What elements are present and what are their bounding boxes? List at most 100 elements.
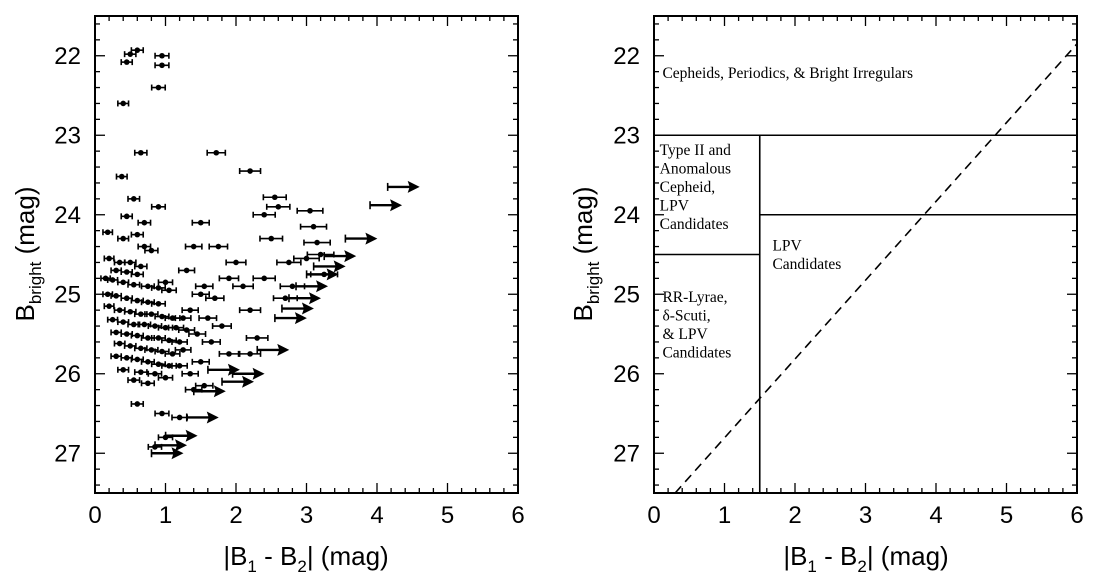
data-point [148, 347, 155, 353]
data-point [113, 329, 119, 336]
data-point [116, 307, 123, 313]
data-point [169, 351, 176, 357]
lower-limit-arrowhead [308, 292, 321, 305]
region-label-line: Candidates [662, 345, 731, 362]
region-label-line: Candidates [660, 216, 729, 233]
data-point [219, 323, 225, 329]
data-point [194, 331, 201, 337]
data-point [104, 229, 111, 236]
lower-limit-arrowhead [333, 260, 346, 273]
data-point [201, 382, 208, 389]
data-point [123, 331, 130, 337]
data-point [176, 339, 183, 345]
left-x-axis-label: |B1 - B2| (mag) [223, 541, 388, 576]
data-point [314, 239, 320, 246]
data-point [187, 307, 193, 313]
data-point [282, 295, 289, 302]
left-y-tick-label: 22 [54, 43, 81, 70]
data-point [226, 275, 232, 282]
data-point [141, 321, 148, 328]
data-point [307, 207, 313, 214]
data-point [141, 243, 148, 250]
lower-limit-arrowhead [252, 367, 265, 380]
region-label: LPV Candidates [772, 238, 841, 274]
data-point [303, 255, 310, 262]
data-point [159, 410, 165, 417]
data-point [134, 401, 141, 407]
data-point [120, 279, 126, 286]
right-y-tick-label: 24 [613, 202, 640, 229]
data-point [212, 295, 218, 302]
region-label-line: Candidates [772, 256, 841, 273]
data-point [176, 363, 183, 369]
lower-limit-arrowhead [175, 439, 188, 452]
data-point [134, 231, 141, 238]
right-x-tick-label: 3 [859, 502, 872, 529]
right-x-tick-label: 4 [929, 502, 942, 529]
data-point [138, 369, 144, 375]
data-point [120, 319, 126, 325]
lower-limit-arrowhead [294, 312, 307, 325]
detection-limit-line [674, 43, 1078, 494]
data-point [155, 84, 162, 91]
data-point [145, 283, 151, 290]
right-x-tick-label: 1 [718, 502, 731, 529]
data-point [197, 291, 204, 298]
lower-limit-arrowhead [390, 199, 403, 212]
data-point [155, 285, 162, 291]
left-x-tick-label: 6 [511, 502, 524, 529]
right-x-tick-label: 6 [1070, 502, 1083, 529]
data-point [240, 283, 246, 290]
data-point [247, 168, 253, 174]
data-point [118, 173, 125, 180]
data-point [155, 204, 162, 210]
data-point [152, 370, 158, 377]
data-point [261, 275, 268, 282]
data-point [247, 351, 253, 357]
data-point [127, 343, 134, 349]
lower-limit-arrowhead [316, 280, 329, 293]
region-label-line: LPV [772, 238, 802, 255]
data-point [109, 316, 116, 323]
data-point [130, 321, 137, 328]
right-x-tick-label: 5 [1000, 502, 1013, 529]
lower-limit-arrowhead [242, 375, 254, 388]
region-label-line: & LPV [662, 326, 708, 343]
data-point [116, 259, 123, 266]
data-point [113, 293, 119, 299]
data-point [134, 297, 141, 304]
lower-limit-arrowhead [185, 429, 198, 442]
region-label-line: LPV [660, 198, 690, 215]
data-point [120, 100, 126, 107]
right-panel: Cepheids, Periodics, & Bright Irregulars… [568, 15, 1084, 576]
data-point [130, 196, 137, 202]
data-point [187, 370, 193, 377]
data-point [134, 271, 141, 278]
data-point [123, 355, 130, 361]
data-point [113, 267, 119, 274]
data-point [213, 149, 220, 156]
data-point [123, 59, 130, 65]
data-point [159, 62, 165, 69]
left-y-tick-label: 26 [54, 361, 81, 388]
region-label-line: δ-Scuti, [662, 308, 710, 325]
left-y-tick-label: 24 [54, 202, 81, 229]
lower-limit-arrowhead [407, 180, 420, 193]
data-point [145, 299, 151, 306]
data-point [130, 377, 137, 383]
data-point [247, 307, 253, 313]
data-point [201, 283, 208, 290]
left-x-tick-label: 5 [441, 502, 454, 529]
lower-limit-arrowhead [365, 232, 378, 245]
region-label-line: Cepheids, Periodics, & Bright Irregulars [662, 65, 913, 82]
data-point [145, 380, 151, 387]
data-point [208, 339, 215, 345]
right-y-tick-label: 25 [613, 281, 640, 308]
data-point [173, 324, 179, 331]
data-point [127, 259, 134, 266]
lower-limit-arrowhead [344, 250, 357, 263]
data-point [123, 213, 130, 220]
data-point [120, 366, 126, 373]
